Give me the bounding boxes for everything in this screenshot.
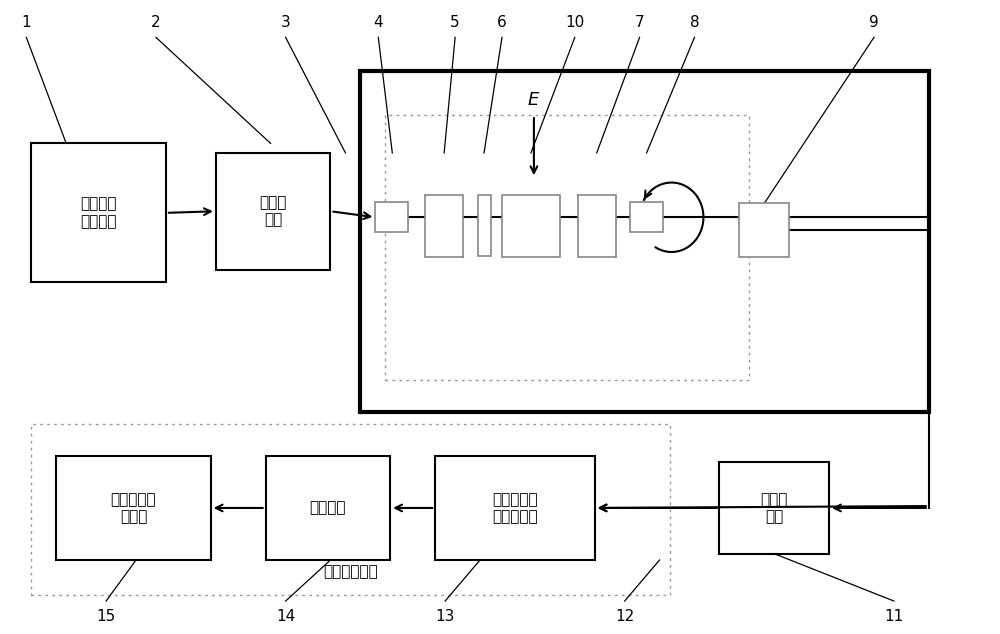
Bar [56,456,211,560]
Text: 2: 2 [151,15,161,30]
Bar [360,71,929,411]
Text: 1: 1 [22,15,31,30]
Text: 14: 14 [276,609,295,624]
Bar [739,204,789,257]
Text: $E$: $E$ [527,91,541,108]
Bar [478,195,491,256]
Text: 6: 6 [497,15,507,30]
Text: 8: 8 [690,15,699,30]
Bar [719,462,829,553]
Text: 12: 12 [615,609,634,624]
Text: 11: 11 [884,609,904,624]
Text: 7: 7 [635,15,644,30]
Text: 10: 10 [565,15,584,30]
Text: 15: 15 [96,609,116,624]
Bar [578,195,616,257]
Bar [31,143,166,282]
Text: 信号处理系统: 信号处理系统 [323,564,378,579]
Text: 9: 9 [869,15,879,30]
Text: 4: 4 [374,15,383,30]
Text: 激光二
极管: 激光二 极管 [259,195,287,228]
Bar [502,195,560,257]
Bar [630,202,663,233]
Bar [425,195,463,257]
Bar [216,153,330,269]
Bar [385,115,749,380]
Bar [266,456,390,560]
Bar [435,456,595,560]
Bar [31,424,670,595]
Text: 滤波单元: 滤波单元 [310,500,346,515]
Text: 激光二极
管驱动器: 激光二极 管驱动器 [80,197,117,229]
Bar [375,202,408,233]
Text: 5: 5 [450,15,460,30]
Text: 13: 13 [435,609,455,624]
Text: 光电探
测器: 光电探 测器 [761,492,788,524]
Text: 3: 3 [281,15,290,30]
Text: 电压信号处
理单元: 电压信号处 理单元 [111,492,156,524]
Text: 模拟信号数
据采集系统: 模拟信号数 据采集系统 [492,492,538,524]
